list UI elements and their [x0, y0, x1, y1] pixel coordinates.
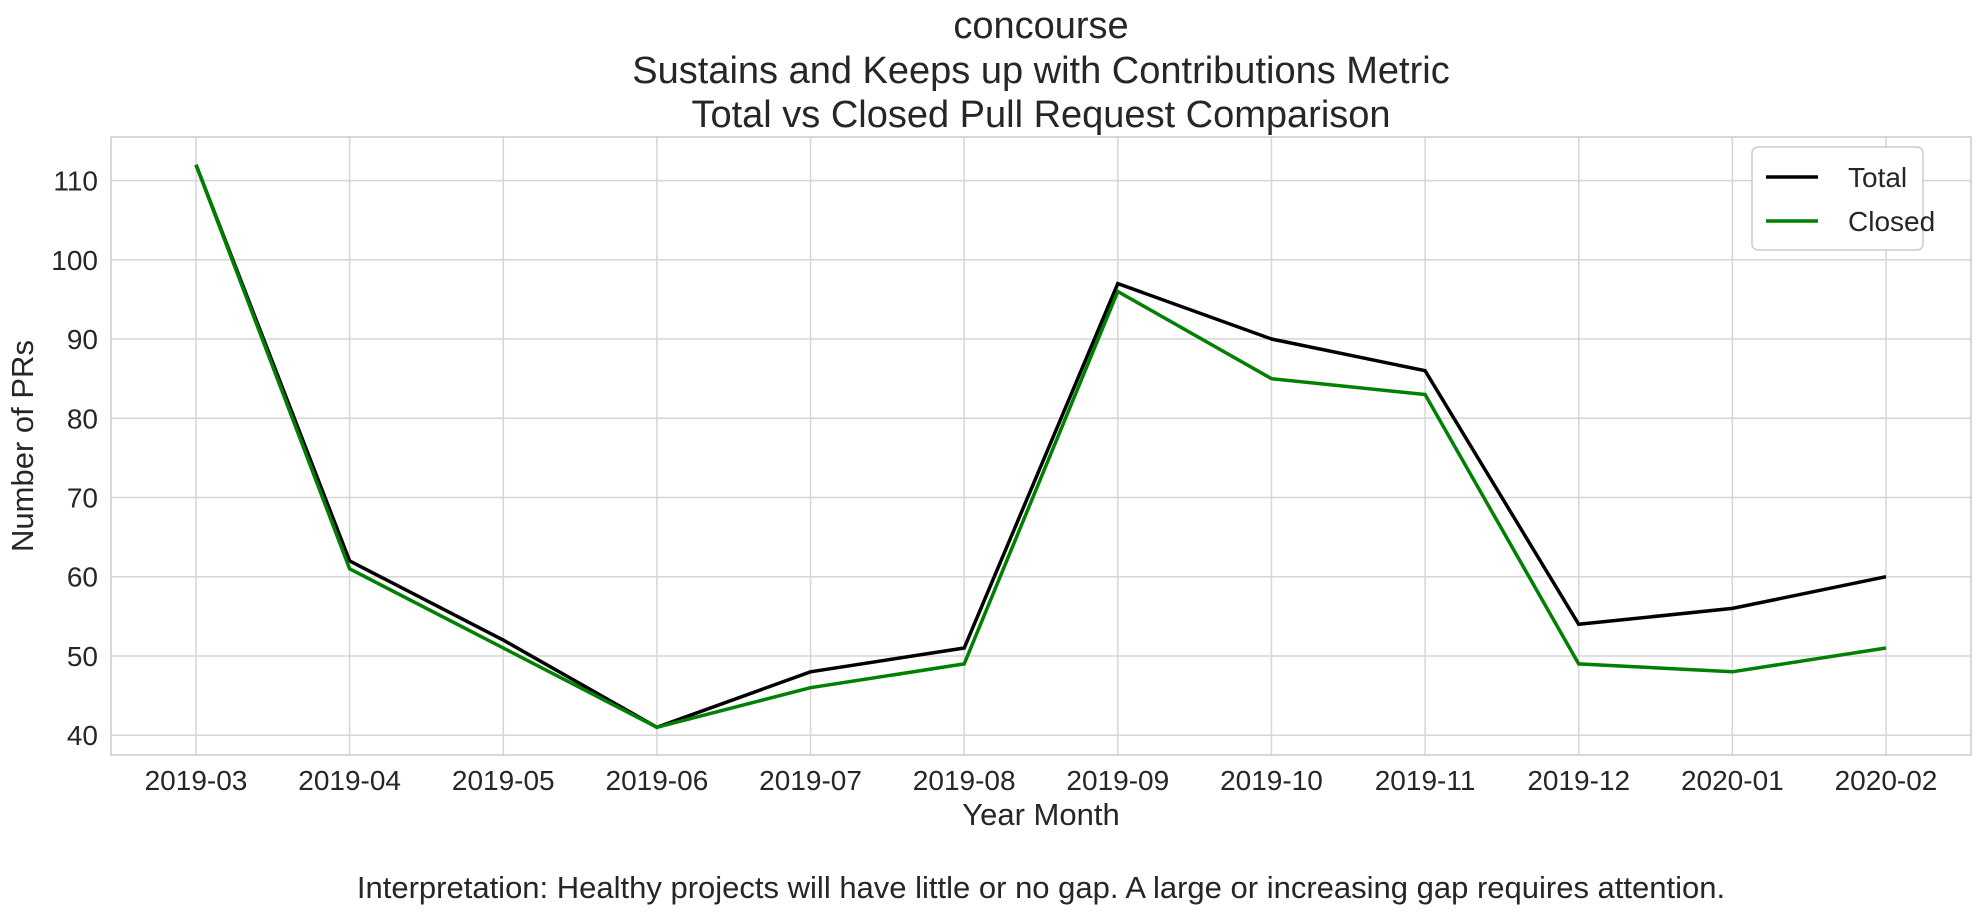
- x-tick-label: 2019-10: [1220, 765, 1323, 796]
- chart-title-line-2: Sustains and Keeps up with Contributions…: [632, 50, 1449, 92]
- x-tick-label: 2019-11: [1375, 765, 1476, 796]
- y-tick-label: 110: [53, 166, 98, 197]
- y-tick-label: 70: [67, 483, 98, 514]
- x-tick-label: 2019-09: [1066, 765, 1169, 796]
- x-axis-label: Year Month: [962, 797, 1119, 832]
- y-tick-label: 40: [67, 720, 98, 751]
- y-tick-label: 80: [67, 403, 98, 434]
- series-lines: [194, 164, 1887, 730]
- x-tick-label: 2019-05: [452, 765, 555, 796]
- legend-label-closed: Closed: [1848, 206, 1935, 237]
- x-tick-label: 2019-07: [759, 765, 862, 796]
- x-tick-label: 2019-03: [145, 765, 248, 796]
- y-tick-label: 50: [67, 641, 98, 672]
- x-tick-label: 2019-12: [1527, 765, 1630, 796]
- x-tick-label: 2019-04: [298, 765, 401, 796]
- legend: Total Closed: [1751, 146, 1935, 251]
- interpretation-note: Interpretation: Healthy projects will ha…: [357, 870, 1725, 905]
- x-tick-label: 2020-01: [1681, 765, 1784, 796]
- y-tick-labels: 40 50 60 70 80 90 100 110: [51, 166, 98, 752]
- plot-frame: [110, 136, 1972, 756]
- x-tick-label: 2020-02: [1835, 765, 1938, 796]
- chart-title-line-3: Total vs Closed Pull Request Comparison: [691, 94, 1390, 136]
- series-line-total: [194, 164, 1887, 730]
- y-tick-label: 100: [51, 245, 98, 276]
- series-line-closed: [194, 164, 1887, 730]
- y-tick-label: 60: [67, 562, 98, 593]
- x-tick-label: 2019-06: [606, 765, 709, 796]
- y-tick-label: 90: [67, 324, 98, 355]
- grid-layer: [111, 137, 1971, 755]
- chart-title-line-1: concourse: [953, 5, 1128, 47]
- x-tick-label: 2019-08: [913, 765, 1016, 796]
- legend-box: [1751, 146, 1924, 251]
- y-axis-label: Number of PRs: [5, 340, 40, 552]
- legend-label-total: Total: [1848, 162, 1907, 193]
- x-tick-labels: 2019-03 2019-04 2019-05 2019-06 2019-07 2019-…: [145, 765, 1938, 796]
